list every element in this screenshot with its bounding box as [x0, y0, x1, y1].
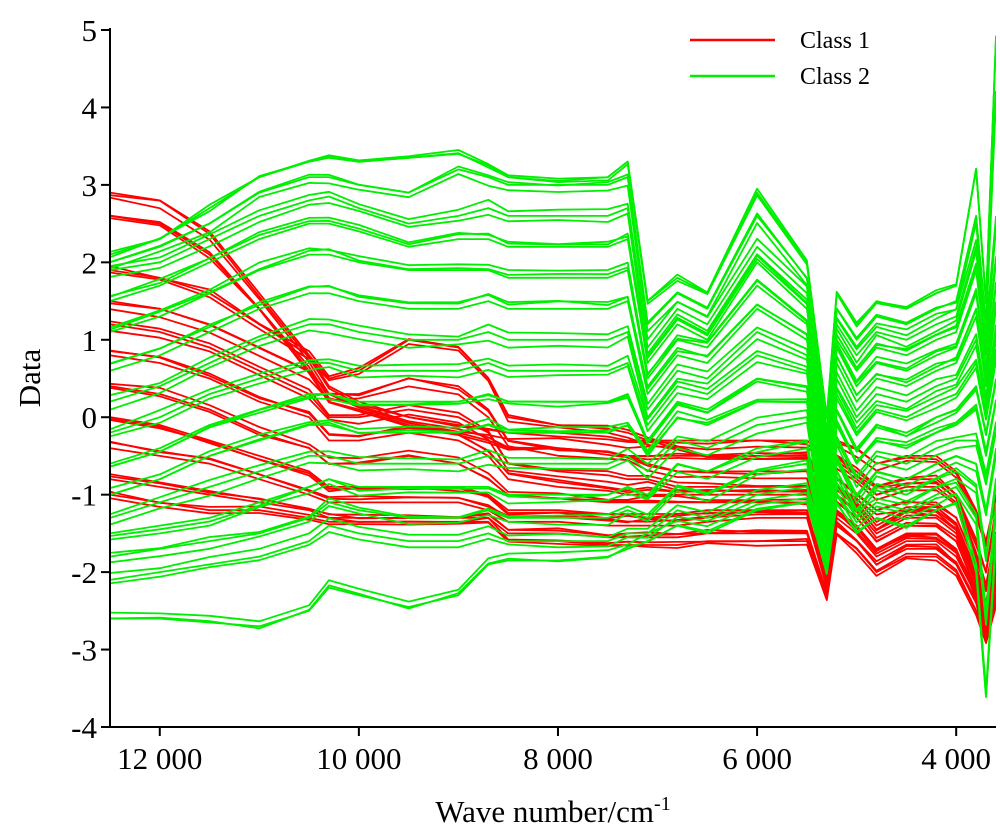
series-2-curve-2-1	[110, 91, 996, 434]
x-axis-title-main: Wave number/cm	[435, 794, 654, 829]
x-tick-label-0: 12 000	[117, 741, 202, 776]
series-2-curve-11-1	[110, 416, 996, 550]
series-2-curve-4-2	[110, 216, 996, 462]
x-tick-label-2: 8 000	[523, 741, 593, 776]
y-tick-label-0: -4	[71, 710, 97, 745]
ticks-layer: -4 -3 -2 -1 0 1 2 3 4 5 12 000 10 000 8 000 6 000 4 00…	[71, 13, 991, 776]
series-2-curve-13-1	[110, 462, 996, 558]
series-2-curve-12-2	[110, 447, 996, 564]
series-2-curve-4-1	[110, 222, 996, 465]
x-axis-title: Wave number/cm-1	[435, 793, 670, 829]
y-tick-label-7: 3	[82, 168, 98, 203]
series-2-curve-2-2	[110, 90, 996, 433]
series-2-curve-8-2	[110, 361, 996, 530]
series-2-curve-6-3	[110, 285, 996, 489]
series-2-curve-13-3	[110, 459, 996, 557]
series-2-curve-15-3	[110, 501, 996, 698]
series-2-curve-15-1	[110, 501, 996, 697]
series-2-curve-13-2	[110, 468, 996, 564]
y-tick-label-9: 5	[82, 13, 98, 48]
series-1-curve-4-2	[110, 302, 996, 604]
y-tick-label-2: -2	[71, 555, 97, 590]
series-2-curve-10-2	[110, 398, 996, 538]
legend: Class 1 Class 2	[690, 28, 870, 90]
series-2-curve-1-3	[110, 39, 996, 420]
series-2-curve-8-1	[110, 354, 996, 527]
series-2-curve-10-1	[110, 400, 996, 542]
y-tick-label-8: 4	[82, 90, 98, 125]
x-tick-label-4: 4 000	[921, 741, 991, 776]
series-2-curve-11-3	[110, 421, 996, 554]
series-2-curve-8-3	[110, 348, 996, 524]
series-layer	[110, 35, 996, 698]
series-2-curve-14-2	[110, 491, 996, 626]
y-tick-label-3: -1	[71, 478, 97, 513]
series-2-curve-4-3	[110, 220, 996, 460]
series-2-curve-15-2	[110, 492, 996, 692]
y-tick-label-1: -3	[71, 633, 97, 668]
series-2-curve-7-3	[110, 318, 996, 504]
y-tick-label-6: 2	[82, 245, 98, 280]
series-2-curve-5-1	[110, 253, 996, 481]
y-tick-label-5: 1	[82, 323, 98, 358]
series-1-curve-6-3	[110, 349, 996, 614]
y-axis-title: Data	[12, 349, 47, 408]
x-axis-title-superscript: -1	[654, 793, 671, 815]
series-2-curve-2-3	[110, 97, 996, 441]
series-2-curve-10-3	[110, 400, 996, 541]
series-2-curve-14-3	[110, 481, 996, 612]
series-2-curve-5-3	[110, 247, 996, 474]
series-2	[110, 35, 996, 698]
legend-label-2: Class 2	[800, 64, 870, 90]
axes-layer	[109, 28, 996, 728]
series-2-curve-9-3	[110, 378, 996, 537]
series-2-curve-3-3	[110, 190, 996, 445]
series-1-curve-11-1	[110, 493, 996, 643]
series-1-curve-9-1	[110, 447, 996, 635]
series-2-curve-12-3	[110, 440, 996, 559]
y-tick-label-4: 0	[82, 400, 98, 435]
series-2-curve-7-1	[110, 323, 996, 512]
series-1-curve-5-3	[110, 320, 996, 608]
x-tick-label-3: 6 000	[722, 741, 792, 776]
legend-label-1: Class 1	[800, 28, 870, 54]
x-tick-label-1: 10 000	[316, 741, 401, 776]
series-2-curve-6-1	[110, 292, 996, 496]
series-2-curve-11-2	[110, 409, 996, 546]
series-1-curve-1-2	[110, 196, 996, 548]
series-1-curve-7-3	[110, 386, 996, 630]
